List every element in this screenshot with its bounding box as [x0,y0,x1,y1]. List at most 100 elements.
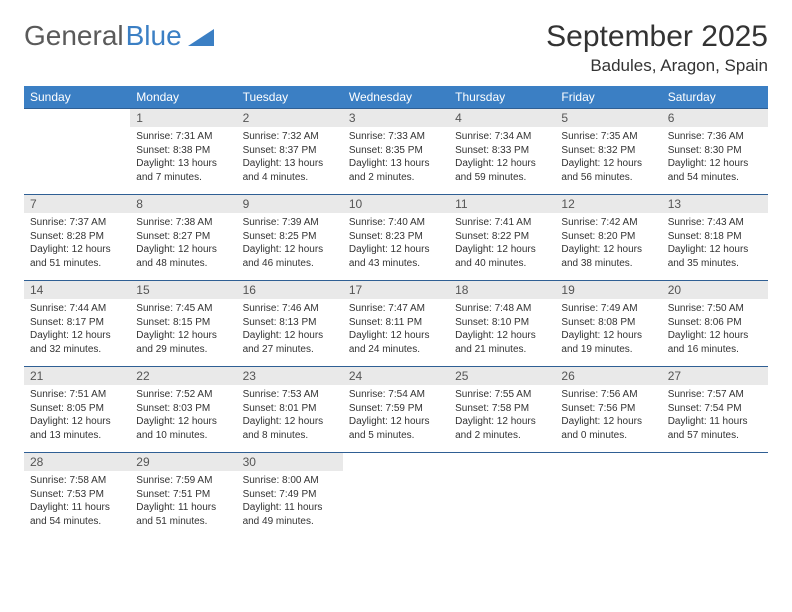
day-number: 9 [237,195,343,214]
sunrise-text: Sunrise: 7:41 AM [455,216,549,230]
daylight-text: and 2 minutes. [349,171,443,185]
daylight-text: Daylight: 12 hours [30,243,124,257]
sunset-text: Sunset: 8:13 PM [243,316,337,330]
daylight-text: Daylight: 11 hours [136,501,230,515]
day-number: 30 [237,453,343,472]
daylight-text: Daylight: 12 hours [349,243,443,257]
daylight-text: Daylight: 12 hours [668,157,762,171]
daylight-text: and 49 minutes. [243,515,337,529]
day-number [662,453,768,472]
daylight-text: and 46 minutes. [243,257,337,271]
day-cell [343,471,449,538]
daylight-text: Daylight: 12 hours [349,329,443,343]
brand-logo: GeneralBlue [24,20,214,52]
daylight-text: and 48 minutes. [136,257,230,271]
daylight-text: Daylight: 12 hours [136,415,230,429]
daylight-text: Daylight: 11 hours [243,501,337,515]
sunset-text: Sunset: 7:49 PM [243,488,337,502]
sunrise-text: Sunrise: 7:46 AM [243,302,337,316]
day-number [343,453,449,472]
day-number: 18 [449,281,555,300]
sunset-text: Sunset: 7:59 PM [349,402,443,416]
daylight-text: and 57 minutes. [668,429,762,443]
sunrise-text: Sunrise: 7:44 AM [30,302,124,316]
sunset-text: Sunset: 8:01 PM [243,402,337,416]
day-number: 11 [449,195,555,214]
daylight-text: and 5 minutes. [349,429,443,443]
daylight-text: and 51 minutes. [136,515,230,529]
sunrise-text: Sunrise: 7:47 AM [349,302,443,316]
sunrise-text: Sunrise: 7:33 AM [349,130,443,144]
sunrise-text: Sunrise: 7:58 AM [30,474,124,488]
sunrise-text: Sunrise: 7:55 AM [455,388,549,402]
sunset-text: Sunset: 8:22 PM [455,230,549,244]
daylight-text: Daylight: 12 hours [561,415,655,429]
brand-part2: Blue [126,20,182,52]
daylight-text: and 40 minutes. [455,257,549,271]
day-number: 14 [24,281,130,300]
daylight-text: and 35 minutes. [668,257,762,271]
day-cell: Sunrise: 7:38 AMSunset: 8:27 PMDaylight:… [130,213,236,281]
daylight-text: Daylight: 12 hours [561,243,655,257]
daylight-text: Daylight: 12 hours [136,329,230,343]
sunset-text: Sunset: 8:17 PM [30,316,124,330]
daylight-text: Daylight: 12 hours [243,243,337,257]
day-cell: Sunrise: 7:47 AMSunset: 8:11 PMDaylight:… [343,299,449,367]
daylight-text: Daylight: 12 hours [30,415,124,429]
sunset-text: Sunset: 8:32 PM [561,144,655,158]
day-header: Friday [555,86,661,109]
daylight-text: and 8 minutes. [243,429,337,443]
sunrise-text: Sunrise: 7:56 AM [561,388,655,402]
day-number: 8 [130,195,236,214]
day-number: 27 [662,367,768,386]
sunrise-text: Sunrise: 7:51 AM [30,388,124,402]
day-number [449,453,555,472]
sunset-text: Sunset: 8:11 PM [349,316,443,330]
day-cell: Sunrise: 7:35 AMSunset: 8:32 PMDaylight:… [555,127,661,195]
sunrise-text: Sunrise: 7:40 AM [349,216,443,230]
sunset-text: Sunset: 8:30 PM [668,144,762,158]
day-cell: Sunrise: 7:31 AMSunset: 8:38 PMDaylight:… [130,127,236,195]
brand-part1: General [24,20,124,52]
sunrise-text: Sunrise: 7:37 AM [30,216,124,230]
sunrise-text: Sunrise: 7:42 AM [561,216,655,230]
day-cell [449,471,555,538]
daylight-text: Daylight: 13 hours [136,157,230,171]
day-number: 17 [343,281,449,300]
sunrise-text: Sunrise: 7:34 AM [455,130,549,144]
sunrise-text: Sunrise: 7:53 AM [243,388,337,402]
day-number: 26 [555,367,661,386]
day-number: 24 [343,367,449,386]
sunset-text: Sunset: 8:38 PM [136,144,230,158]
day-header: Saturday [662,86,768,109]
sunrise-text: Sunrise: 7:35 AM [561,130,655,144]
daylight-text: Daylight: 11 hours [668,415,762,429]
sunrise-text: Sunrise: 7:43 AM [668,216,762,230]
sunrise-text: Sunrise: 7:50 AM [668,302,762,316]
daylight-text: and 59 minutes. [455,171,549,185]
day-number: 22 [130,367,236,386]
sunrise-text: Sunrise: 7:48 AM [455,302,549,316]
sunrise-text: Sunrise: 7:57 AM [668,388,762,402]
day-number [24,109,130,128]
day-cell: Sunrise: 7:55 AMSunset: 7:58 PMDaylight:… [449,385,555,453]
day-number: 15 [130,281,236,300]
sunset-text: Sunset: 7:54 PM [668,402,762,416]
location: Badules, Aragon, Spain [546,56,768,76]
day-number: 16 [237,281,343,300]
daylight-text: and 43 minutes. [349,257,443,271]
sunrise-text: Sunrise: 8:00 AM [243,474,337,488]
daylight-text: and 24 minutes. [349,343,443,357]
day-cell: Sunrise: 7:57 AMSunset: 7:54 PMDaylight:… [662,385,768,453]
sunset-text: Sunset: 8:03 PM [136,402,230,416]
day-cell: Sunrise: 7:39 AMSunset: 8:25 PMDaylight:… [237,213,343,281]
daylight-text: and 4 minutes. [243,171,337,185]
day-header: Thursday [449,86,555,109]
day-header: Wednesday [343,86,449,109]
daylight-text: and 27 minutes. [243,343,337,357]
day-number: 25 [449,367,555,386]
daylight-text: Daylight: 12 hours [455,415,549,429]
sunset-text: Sunset: 7:56 PM [561,402,655,416]
sunset-text: Sunset: 8:08 PM [561,316,655,330]
sunrise-text: Sunrise: 7:49 AM [561,302,655,316]
